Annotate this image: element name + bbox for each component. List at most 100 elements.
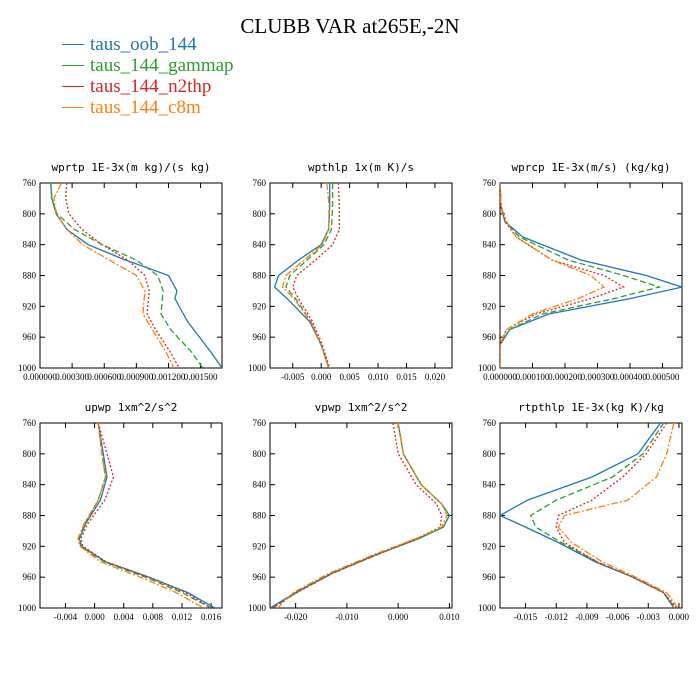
y-tick-label: 920 [253, 541, 267, 551]
y-tick-label: 800 [23, 209, 37, 219]
y-tick-label: 1000 [248, 363, 267, 373]
y-tick-label: 800 [23, 449, 37, 459]
x-tick-label: 0.001200 [152, 372, 186, 382]
legend-item-oob: taus_oob_144 [62, 34, 234, 55]
panel-4: upwp 1xm^2/s^2 760 800 840 880 920 960 1000 -0.0… [18, 401, 223, 622]
y-tick-label: 880 [253, 271, 267, 281]
x-tick-label: 0.001500 [184, 372, 218, 382]
legend: taus_oob_144 taus_144_gammap taus_144_n2… [62, 34, 234, 118]
x-tick-label: -0.009 [575, 612, 599, 622]
x-tick-label: 0.000300 [55, 372, 89, 382]
legend-swatch-oob [62, 44, 84, 45]
x-tick-label: 0.000 [669, 612, 690, 622]
series-line-taus_144_gammap [50, 183, 204, 368]
y-tick-label: 1000 [18, 363, 37, 373]
legend-item-n2thp: taus_144_n2thp [62, 76, 234, 97]
panel-1: wprtp 1E-3x(m kg)/(s kg) 760 800 840 880 920 9… [18, 161, 223, 382]
x-tick-label: -0.004 [54, 612, 78, 622]
y-tick-label: 840 [23, 240, 37, 250]
series-line-taus_144_c8m [53, 183, 175, 368]
panel-title: upwp 1xm^2/s^2 [85, 401, 178, 414]
x-tick-label: 0.000300 [581, 372, 615, 382]
series-line-taus_144_n2thp [555, 423, 678, 608]
series-line-taus_144_n2thp [65, 183, 180, 368]
y-tick-label: 960 [483, 332, 497, 342]
y-tick-label: 1000 [478, 603, 497, 613]
y-tick-label: 760 [483, 418, 497, 428]
series-line-taus_144_n2thp [80, 423, 212, 608]
legend-label-n2thp: taus_144_n2thp [90, 76, 212, 97]
panel-3: wprcp 1E-3x(m/s) (kg/kg) 760 800 840 880 920 9… [478, 161, 683, 382]
series-line-taus_oob_144 [273, 183, 331, 368]
x-tick-label: 0.000200 [548, 372, 582, 382]
y-tick-label: 880 [483, 271, 497, 281]
series-line-taus_144_gammap [529, 423, 676, 608]
y-tick-label: 1000 [248, 603, 267, 613]
y-tick-label: 1000 [18, 603, 37, 613]
x-tick-label: 0.000500 [646, 372, 680, 382]
plot-frame [499, 422, 683, 609]
y-tick-label: 840 [483, 480, 497, 490]
series-line-taus_oob_144 [270, 423, 451, 608]
x-tick-label: 0.012 [172, 612, 192, 622]
series-line-taus_144_c8m [500, 183, 606, 368]
x-tick-label: -0.020 [284, 612, 308, 622]
plot-frame [269, 422, 453, 609]
x-tick-label: -0.005 [281, 372, 305, 382]
series-line-taus_144_n2thp [500, 183, 626, 368]
y-tick-label: 880 [23, 511, 37, 521]
y-tick-label: 800 [483, 209, 497, 219]
y-tick-label: 800 [483, 449, 497, 459]
y-tick-label: 920 [483, 541, 497, 551]
y-tick-label: 880 [23, 271, 37, 281]
plot-frame [39, 182, 223, 369]
x-tick-label: 0.000 [311, 372, 332, 382]
y-tick-label: 760 [23, 178, 37, 188]
panel-title: vpwp 1xm^2/s^2 [315, 401, 408, 414]
y-tick-label: 920 [23, 301, 37, 311]
y-tick-label: 960 [253, 332, 267, 342]
series-line-taus_144_gammap [500, 183, 662, 368]
x-tick-label: 0.000400 [613, 372, 647, 382]
y-tick-label: 800 [253, 449, 267, 459]
x-tick-label: 0.016 [201, 612, 222, 622]
x-tick-label: 0.010 [368, 372, 389, 382]
y-tick-label: 760 [253, 418, 267, 428]
x-tick-label: 0.000600 [87, 372, 121, 382]
y-tick-label: 840 [253, 480, 267, 490]
y-tick-label: 840 [483, 240, 497, 250]
x-tick-label: 0.015 [396, 372, 417, 382]
x-tick-label: -0.010 [335, 612, 359, 622]
x-tick-label: -0.006 [606, 612, 630, 622]
y-tick-label: 960 [483, 572, 497, 582]
series-line-taus_144_c8m [77, 423, 205, 608]
x-tick-label: 0.000000 [483, 372, 517, 382]
series-line-taus_144_c8m [281, 183, 330, 368]
y-tick-label: 840 [253, 240, 267, 250]
y-tick-label: 920 [23, 541, 37, 551]
y-tick-label: 800 [253, 209, 267, 219]
series-line-taus_144_gammap [285, 183, 334, 368]
x-tick-label: 0.005 [340, 372, 361, 382]
legend-swatch-n2thp [62, 86, 84, 87]
x-tick-label: 0.020 [425, 372, 446, 382]
series-line-taus_144_c8m [557, 423, 679, 608]
x-tick-label: -0.003 [637, 612, 661, 622]
y-tick-label: 960 [23, 572, 37, 582]
y-tick-label: 760 [253, 178, 267, 188]
plot-frame [499, 182, 683, 369]
legend-label-c8m: taus_144_c8m [90, 97, 201, 118]
y-tick-label: 880 [483, 511, 497, 521]
series-line-taus_144_gammap [272, 423, 451, 608]
x-tick-label: -0.015 [514, 612, 538, 622]
series-line-taus_144_n2thp [272, 423, 443, 608]
series-line-taus_oob_144 [78, 423, 216, 608]
series-line-taus_144_c8m [277, 423, 448, 608]
x-tick-label: -0.012 [545, 612, 568, 622]
x-tick-label: 0.000100 [516, 372, 550, 382]
y-tick-label: 920 [253, 301, 267, 311]
panel-6: rtpthlp 1E-3x(kg K)/kg 760 800 840 880 920 960… [478, 401, 690, 622]
x-tick-label: 0.000 [84, 612, 105, 622]
y-tick-label: 760 [483, 178, 497, 188]
